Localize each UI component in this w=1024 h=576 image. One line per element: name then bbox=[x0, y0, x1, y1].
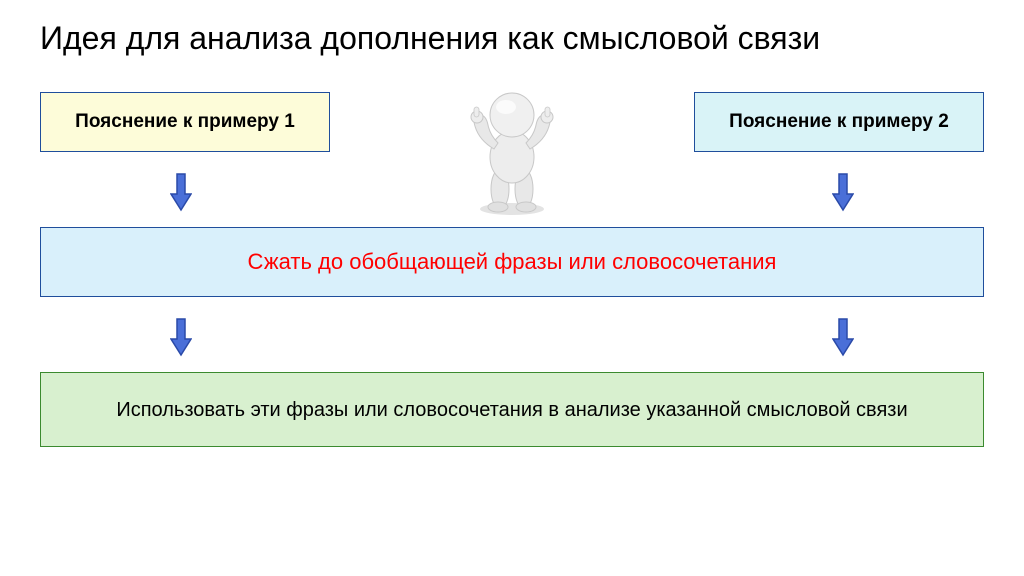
box-example-1-label: Пояснение к примеру 1 bbox=[75, 111, 295, 133]
box-compress-label: Сжать до обобщающей фразы или словосочет… bbox=[248, 249, 777, 275]
arrow-row-2 bbox=[40, 317, 984, 357]
page-title: Идея для анализа дополнения как смыслово… bbox=[40, 20, 984, 57]
arrow-down-icon bbox=[832, 172, 854, 212]
box-example-1: Пояснение к примеру 1 bbox=[40, 92, 330, 152]
arrow-down-icon bbox=[170, 172, 192, 212]
arrow-down-icon bbox=[170, 317, 192, 357]
top-row: Пояснение к примеру 1 bbox=[40, 92, 984, 152]
box-compress: Сжать до обобщающей фразы или словосочет… bbox=[40, 227, 984, 297]
box-use: Использовать эти фразы или словосочетани… bbox=[40, 372, 984, 447]
box-use-label: Использовать эти фразы или словосочетани… bbox=[116, 397, 907, 423]
arrow-down-icon bbox=[832, 317, 854, 357]
figure-icon bbox=[452, 77, 572, 217]
box-example-2: Пояснение к примеру 2 bbox=[694, 92, 984, 152]
box-example-2-label: Пояснение к примеру 2 bbox=[729, 111, 949, 133]
slide: Идея для анализа дополнения как смыслово… bbox=[0, 0, 1024, 576]
